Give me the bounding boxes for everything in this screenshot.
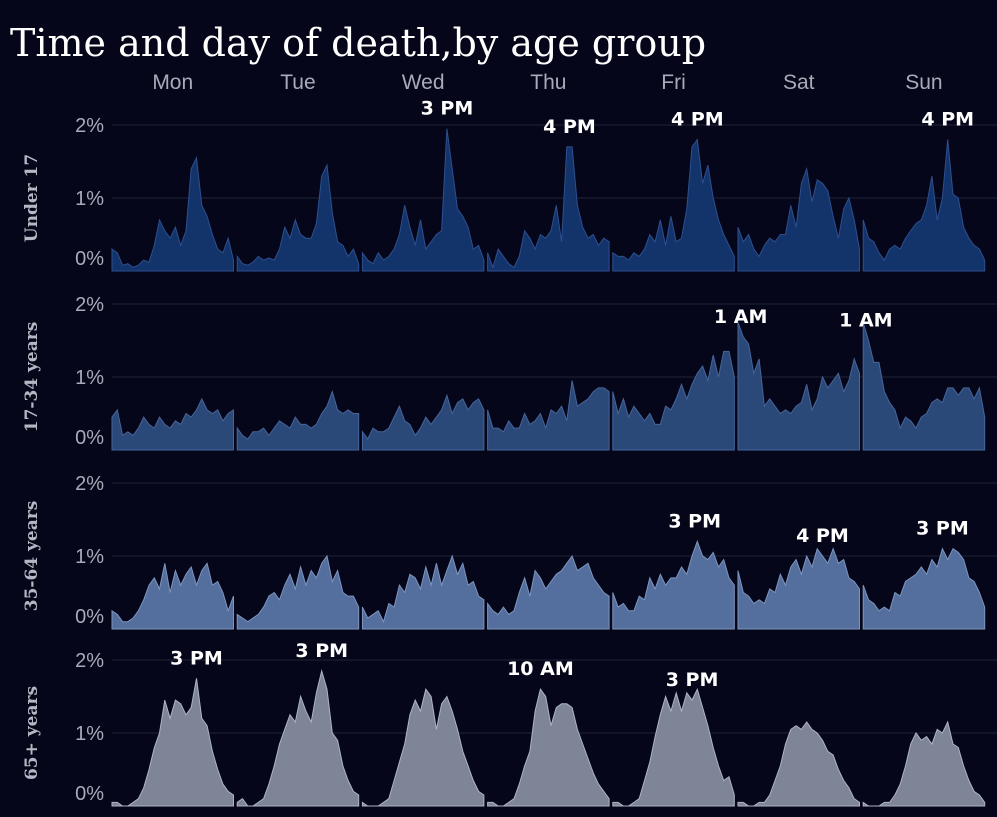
peak-annotation: 3 PM bbox=[295, 640, 348, 662]
row-label: 17-34 years bbox=[22, 322, 42, 433]
row-1: 2% 1% 0% Under 17 3 PM 4 PM 4 PM 4 PM bbox=[22, 98, 986, 272]
area-wed bbox=[361, 688, 485, 807]
peak-annotation: 4 PM bbox=[796, 525, 849, 547]
area-wed bbox=[361, 554, 485, 630]
area-thu bbox=[487, 554, 610, 630]
row-2: 2% 1% 0% 17-34 years 1 AM 1 AM bbox=[22, 294, 986, 451]
area-thu bbox=[487, 146, 610, 272]
y-tick-label: 0% bbox=[75, 783, 104, 805]
area-tue bbox=[236, 669, 360, 807]
area-sun bbox=[862, 547, 986, 630]
row-3: 2% 1% 0% 35-64 years 3 PM 4 PM 3 PM bbox=[22, 473, 986, 630]
row-4: 2% 1% 0% 65+ years 3 PM 3 PM 10 AM 3 PM bbox=[22, 640, 986, 807]
y-tick-label: 2% bbox=[75, 473, 104, 495]
y-tick-label: 1% bbox=[75, 367, 104, 389]
area-sun bbox=[862, 322, 986, 451]
area-sun bbox=[862, 139, 986, 272]
day-header: Mon Tue Wed Thu Fri Sat Sun bbox=[152, 71, 942, 94]
peak-annotation: 3 PM bbox=[170, 647, 223, 669]
area-sun bbox=[862, 720, 986, 807]
peak-annotation: 10 AM bbox=[507, 658, 574, 680]
area-sat bbox=[737, 322, 860, 451]
day-label-thu: Thu bbox=[530, 71, 566, 94]
y-tick-label: 0% bbox=[75, 248, 104, 270]
area-tue bbox=[236, 163, 360, 272]
panel-rows: 2% 1% 0% Under 17 3 PM 4 PM 4 PM 4 PM 2% 1% 0% 17-3… bbox=[22, 98, 986, 807]
area-thu bbox=[487, 380, 610, 451]
y-tick-label: 0% bbox=[75, 606, 104, 628]
gridlines bbox=[112, 124, 997, 734]
area-sat bbox=[737, 721, 860, 807]
row-label: 65+ years bbox=[22, 686, 42, 780]
area-fri bbox=[612, 350, 735, 451]
y-tick-label: 0% bbox=[75, 427, 104, 449]
area-wed bbox=[361, 393, 485, 451]
peak-annotation: 4 PM bbox=[921, 109, 974, 131]
area-mon bbox=[111, 562, 234, 630]
peak-annotation: 1 AM bbox=[839, 310, 892, 332]
area-fri bbox=[612, 138, 735, 272]
y-tick-label: 1% bbox=[75, 188, 104, 210]
y-tick-label: 2% bbox=[75, 294, 104, 316]
area-fri bbox=[612, 687, 735, 807]
peak-annotation: 3 PM bbox=[668, 510, 721, 532]
chart-title: Time and day of death,by age group bbox=[10, 21, 706, 65]
area-sat bbox=[737, 547, 860, 630]
day-label-wed: Wed bbox=[402, 71, 445, 94]
area-wed bbox=[361, 128, 485, 272]
area-mon bbox=[111, 397, 234, 451]
row-label: 35-64 years bbox=[22, 501, 42, 612]
area-sat bbox=[737, 166, 860, 272]
peak-annotation: 4 PM bbox=[543, 116, 596, 138]
y-tick-label: 1% bbox=[75, 546, 104, 568]
area-tue bbox=[236, 389, 360, 451]
day-label-sat: Sat bbox=[783, 71, 815, 94]
peak-annotation: 3 PM bbox=[916, 518, 969, 540]
peak-annotation: 1 AM bbox=[714, 306, 767, 328]
area-thu bbox=[487, 688, 610, 807]
day-label-tue: Tue bbox=[280, 71, 315, 94]
peak-annotation: 3 PM bbox=[666, 669, 719, 691]
area-fri bbox=[612, 539, 735, 630]
peak-annotation: 4 PM bbox=[671, 109, 724, 131]
y-tick-label: 2% bbox=[75, 650, 104, 672]
peak-annotation: 3 PM bbox=[421, 98, 474, 120]
row-label: Under 17 bbox=[22, 154, 42, 242]
area-mon bbox=[111, 678, 234, 807]
y-tick-label: 2% bbox=[75, 115, 104, 137]
area-mon bbox=[111, 156, 234, 272]
y-tick-label: 1% bbox=[75, 723, 104, 745]
day-label-mon: Mon bbox=[152, 71, 193, 94]
day-label-fri: Fri bbox=[661, 71, 686, 94]
day-label-sun: Sun bbox=[905, 71, 942, 94]
area-tue bbox=[236, 554, 360, 630]
